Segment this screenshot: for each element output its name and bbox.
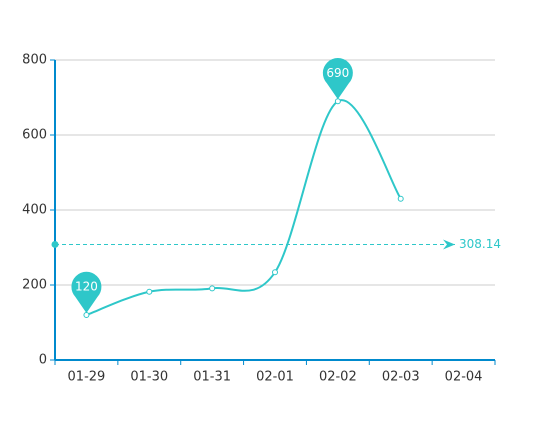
data-point	[83, 312, 90, 318]
mark-line-label: 308.14	[459, 237, 501, 251]
x-tick-label: 01-30	[130, 370, 168, 385]
y-tick-label: 600	[22, 128, 47, 143]
data-point	[334, 98, 341, 105]
x-tick-label: 02-01	[256, 370, 294, 385]
data-point	[397, 195, 404, 202]
x-tick-label: 02-03	[382, 370, 420, 385]
x-tick-label: 01-29	[68, 370, 106, 385]
y-tick-label: 400	[22, 203, 47, 218]
x-tick-label: 02-02	[319, 370, 357, 385]
mark-line-arrow	[443, 239, 455, 250]
mark-point-label: 690	[326, 66, 349, 80]
mark-point-label: 120	[75, 280, 98, 294]
x-tick-label: 02-04	[445, 370, 483, 385]
y-tick-label: 0	[39, 353, 47, 368]
series-line	[86, 99, 402, 316]
mark-point-pin	[322, 58, 353, 100]
data-point	[146, 288, 153, 295]
mark-point-pin	[71, 271, 102, 313]
data-point	[209, 285, 216, 292]
y-tick-label: 200	[22, 278, 47, 293]
y-tick-label: 800	[22, 53, 47, 68]
x-tick-label: 01-31	[193, 370, 231, 385]
data-point	[272, 269, 278, 276]
